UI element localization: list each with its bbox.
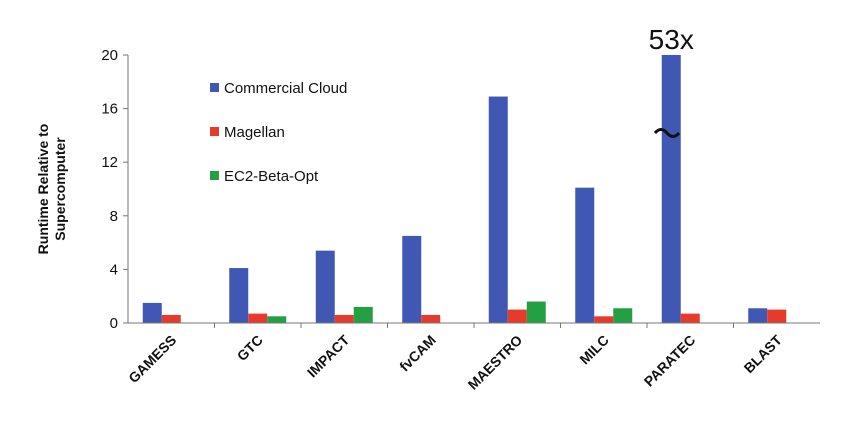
bars: [142, 55, 787, 323]
bar: [488, 96, 508, 323]
y-axis-title-line: Supercomputer: [52, 137, 68, 241]
bar: [315, 250, 335, 323]
bar: [142, 302, 162, 323]
bar: [680, 313, 700, 323]
x-tick-label: BLAST: [741, 331, 786, 376]
bar: [748, 308, 768, 323]
y-axis-title-line: Runtime Relative to: [35, 124, 51, 255]
bar: [267, 316, 287, 323]
y-tick-label: 16: [101, 101, 118, 118]
bar: [161, 314, 181, 323]
bar: [353, 306, 373, 323]
legend-label: Commercial Cloud: [224, 80, 347, 97]
bar: [613, 308, 633, 323]
bar: [661, 55, 681, 323]
y-tick-label: 4: [110, 261, 118, 278]
bar: [594, 316, 614, 323]
x-tick-label: GAMESS: [125, 332, 179, 386]
legend-label: Magellan: [224, 124, 285, 141]
x-tick-label: MILC: [576, 332, 612, 368]
bar: [507, 309, 527, 323]
legend-swatch: [210, 127, 219, 136]
bar: [402, 235, 422, 323]
bar: [334, 314, 354, 323]
bar: [526, 301, 546, 323]
y-tick-label: 0: [110, 315, 118, 332]
axis-break: [653, 128, 681, 138]
legend-label: EC2-Beta-Opt: [224, 168, 319, 185]
x-tick-label: MAESTRO: [465, 332, 526, 393]
bar: [248, 313, 268, 323]
data-label: 53x: [649, 24, 694, 55]
bar: [575, 187, 595, 323]
y-tick-label: 12: [101, 154, 118, 171]
x-tick-label: IMPACT: [304, 331, 353, 380]
legend-swatch: [210, 83, 219, 92]
y-tick-label: 20: [101, 47, 118, 64]
x-tick-label: fvCAM: [396, 332, 439, 375]
legend-swatch: [210, 171, 219, 180]
y-tick-label: 8: [110, 208, 118, 225]
y-axis-title: Runtime Relative to Supercomputer: [35, 124, 68, 255]
bar: [229, 268, 249, 323]
x-tick-label: PARATEC: [641, 332, 699, 390]
bar: [421, 314, 441, 323]
x-tick-label: GTC: [234, 332, 266, 364]
bar: [767, 309, 787, 323]
